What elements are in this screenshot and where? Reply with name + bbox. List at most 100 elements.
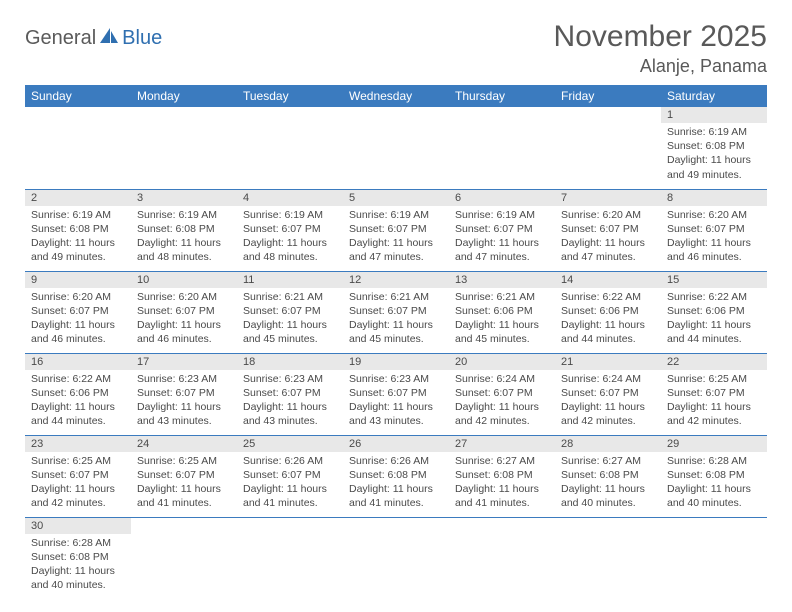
sunset-value: 6:07 PM — [176, 387, 215, 399]
sunset-value: 6:06 PM — [706, 305, 745, 317]
sunset-value: 6:08 PM — [706, 140, 745, 152]
day-number: 11 — [237, 272, 343, 288]
sunset-value: 6:06 PM — [600, 305, 639, 317]
sunset-value: 6:08 PM — [600, 469, 639, 481]
sunrise-value: 6:19 AM — [72, 209, 111, 221]
sunrise-value: 6:19 AM — [390, 209, 429, 221]
calendar-cell: 4Sunrise: 6:19 AMSunset: 6:07 PMDaylight… — [237, 189, 343, 271]
daylight-label: Daylight: — [667, 237, 711, 249]
sunrise-label: Sunrise: — [667, 373, 708, 385]
sunset-value: 6:08 PM — [706, 469, 745, 481]
calendar-row: 23Sunrise: 6:25 AMSunset: 6:07 PMDayligh… — [25, 435, 767, 517]
day-number: 28 — [555, 436, 661, 452]
day-number: 15 — [661, 272, 767, 288]
day-content: Sunrise: 6:24 AMSunset: 6:07 PMDaylight:… — [449, 370, 555, 433]
sunrise-label: Sunrise: — [243, 373, 284, 385]
weekday-header: Thursday — [449, 85, 555, 107]
day-number: 24 — [131, 436, 237, 452]
calendar-cell — [449, 517, 555, 599]
day-number: 26 — [343, 436, 449, 452]
sunset-label: Sunset: — [455, 305, 494, 317]
sunrise-label: Sunrise: — [243, 291, 284, 303]
daylight-label: Daylight: — [349, 237, 393, 249]
daylight-label: Daylight: — [243, 401, 287, 413]
day-number: 9 — [25, 272, 131, 288]
day-content: Sunrise: 6:20 AMSunset: 6:07 PMDaylight:… — [25, 288, 131, 351]
day-content: Sunrise: 6:20 AMSunset: 6:07 PMDaylight:… — [555, 206, 661, 269]
daylight-label: Daylight: — [31, 401, 75, 413]
sunset-label: Sunset: — [243, 469, 282, 481]
sunset-value: 6:07 PM — [494, 387, 533, 399]
calendar-cell: 9Sunrise: 6:20 AMSunset: 6:07 PMDaylight… — [25, 271, 131, 353]
daylight-label: Daylight: — [31, 483, 75, 495]
calendar-cell: 7Sunrise: 6:20 AMSunset: 6:07 PMDaylight… — [555, 189, 661, 271]
daylight-label: Daylight: — [137, 401, 181, 413]
daylight-label: Daylight: — [455, 319, 499, 331]
sunrise-value: 6:21 AM — [496, 291, 535, 303]
day-number: 6 — [449, 190, 555, 206]
day-content: Sunrise: 6:22 AMSunset: 6:06 PMDaylight:… — [25, 370, 131, 433]
day-number: 13 — [449, 272, 555, 288]
sunrise-value: 6:20 AM — [178, 291, 217, 303]
calendar-cell — [343, 107, 449, 189]
sunrise-value: 6:22 AM — [72, 373, 111, 385]
calendar-cell: 28Sunrise: 6:27 AMSunset: 6:08 PMDayligh… — [555, 435, 661, 517]
day-number: 12 — [343, 272, 449, 288]
daylight-label: Daylight: — [561, 237, 605, 249]
day-number: 22 — [661, 354, 767, 370]
sunrise-label: Sunrise: — [561, 455, 602, 467]
sunset-value: 6:07 PM — [282, 469, 321, 481]
day-content: Sunrise: 6:19 AMSunset: 6:07 PMDaylight:… — [449, 206, 555, 269]
day-content: Sunrise: 6:23 AMSunset: 6:07 PMDaylight:… — [131, 370, 237, 433]
daylight-label: Daylight: — [667, 401, 711, 413]
sunrise-value: 6:25 AM — [708, 373, 747, 385]
sunset-label: Sunset: — [455, 387, 494, 399]
month-title: November 2025 — [554, 20, 767, 54]
sunset-label: Sunset: — [455, 469, 494, 481]
sunset-value: 6:07 PM — [176, 305, 215, 317]
calendar-row: 2Sunrise: 6:19 AMSunset: 6:08 PMDaylight… — [25, 189, 767, 271]
logo-sail-icon — [98, 26, 120, 51]
day-number: 17 — [131, 354, 237, 370]
sunrise-value: 6:24 AM — [496, 373, 535, 385]
sunset-value: 6:08 PM — [176, 223, 215, 235]
calendar-cell: 15Sunrise: 6:22 AMSunset: 6:06 PMDayligh… — [661, 271, 767, 353]
sunset-value: 6:07 PM — [282, 305, 321, 317]
calendar-cell — [237, 517, 343, 599]
sunrise-label: Sunrise: — [561, 291, 602, 303]
calendar-cell: 11Sunrise: 6:21 AMSunset: 6:07 PMDayligh… — [237, 271, 343, 353]
calendar-row: 9Sunrise: 6:20 AMSunset: 6:07 PMDaylight… — [25, 271, 767, 353]
daylight-label: Daylight: — [349, 319, 393, 331]
sunset-label: Sunset: — [31, 387, 70, 399]
sunset-label: Sunset: — [667, 223, 706, 235]
daylight-label: Daylight: — [349, 483, 393, 495]
calendar-cell — [661, 517, 767, 599]
calendar-cell: 13Sunrise: 6:21 AMSunset: 6:06 PMDayligh… — [449, 271, 555, 353]
sunrise-label: Sunrise: — [349, 455, 390, 467]
sunset-label: Sunset: — [561, 305, 600, 317]
day-number: 3 — [131, 190, 237, 206]
daylight-label: Daylight: — [31, 565, 75, 577]
day-content: Sunrise: 6:26 AMSunset: 6:07 PMDaylight:… — [237, 452, 343, 515]
day-content: Sunrise: 6:23 AMSunset: 6:07 PMDaylight:… — [237, 370, 343, 433]
day-content: Sunrise: 6:24 AMSunset: 6:07 PMDaylight:… — [555, 370, 661, 433]
day-number: 19 — [343, 354, 449, 370]
sunrise-value: 6:24 AM — [602, 373, 641, 385]
day-content: Sunrise: 6:26 AMSunset: 6:08 PMDaylight:… — [343, 452, 449, 515]
sunrise-value: 6:20 AM — [708, 209, 747, 221]
sunset-label: Sunset: — [667, 469, 706, 481]
day-content: Sunrise: 6:25 AMSunset: 6:07 PMDaylight:… — [661, 370, 767, 433]
sunrise-label: Sunrise: — [31, 455, 72, 467]
sunset-value: 6:07 PM — [600, 223, 639, 235]
calendar-cell: 23Sunrise: 6:25 AMSunset: 6:07 PMDayligh… — [25, 435, 131, 517]
sunset-value: 6:06 PM — [494, 305, 533, 317]
day-content: Sunrise: 6:22 AMSunset: 6:06 PMDaylight:… — [661, 288, 767, 351]
day-content: Sunrise: 6:27 AMSunset: 6:08 PMDaylight:… — [555, 452, 661, 515]
day-number: 4 — [237, 190, 343, 206]
day-number: 20 — [449, 354, 555, 370]
sunrise-value: 6:28 AM — [708, 455, 747, 467]
sunset-label: Sunset: — [137, 223, 176, 235]
calendar-cell — [555, 107, 661, 189]
calendar-cell: 18Sunrise: 6:23 AMSunset: 6:07 PMDayligh… — [237, 353, 343, 435]
sunrise-label: Sunrise: — [455, 373, 496, 385]
